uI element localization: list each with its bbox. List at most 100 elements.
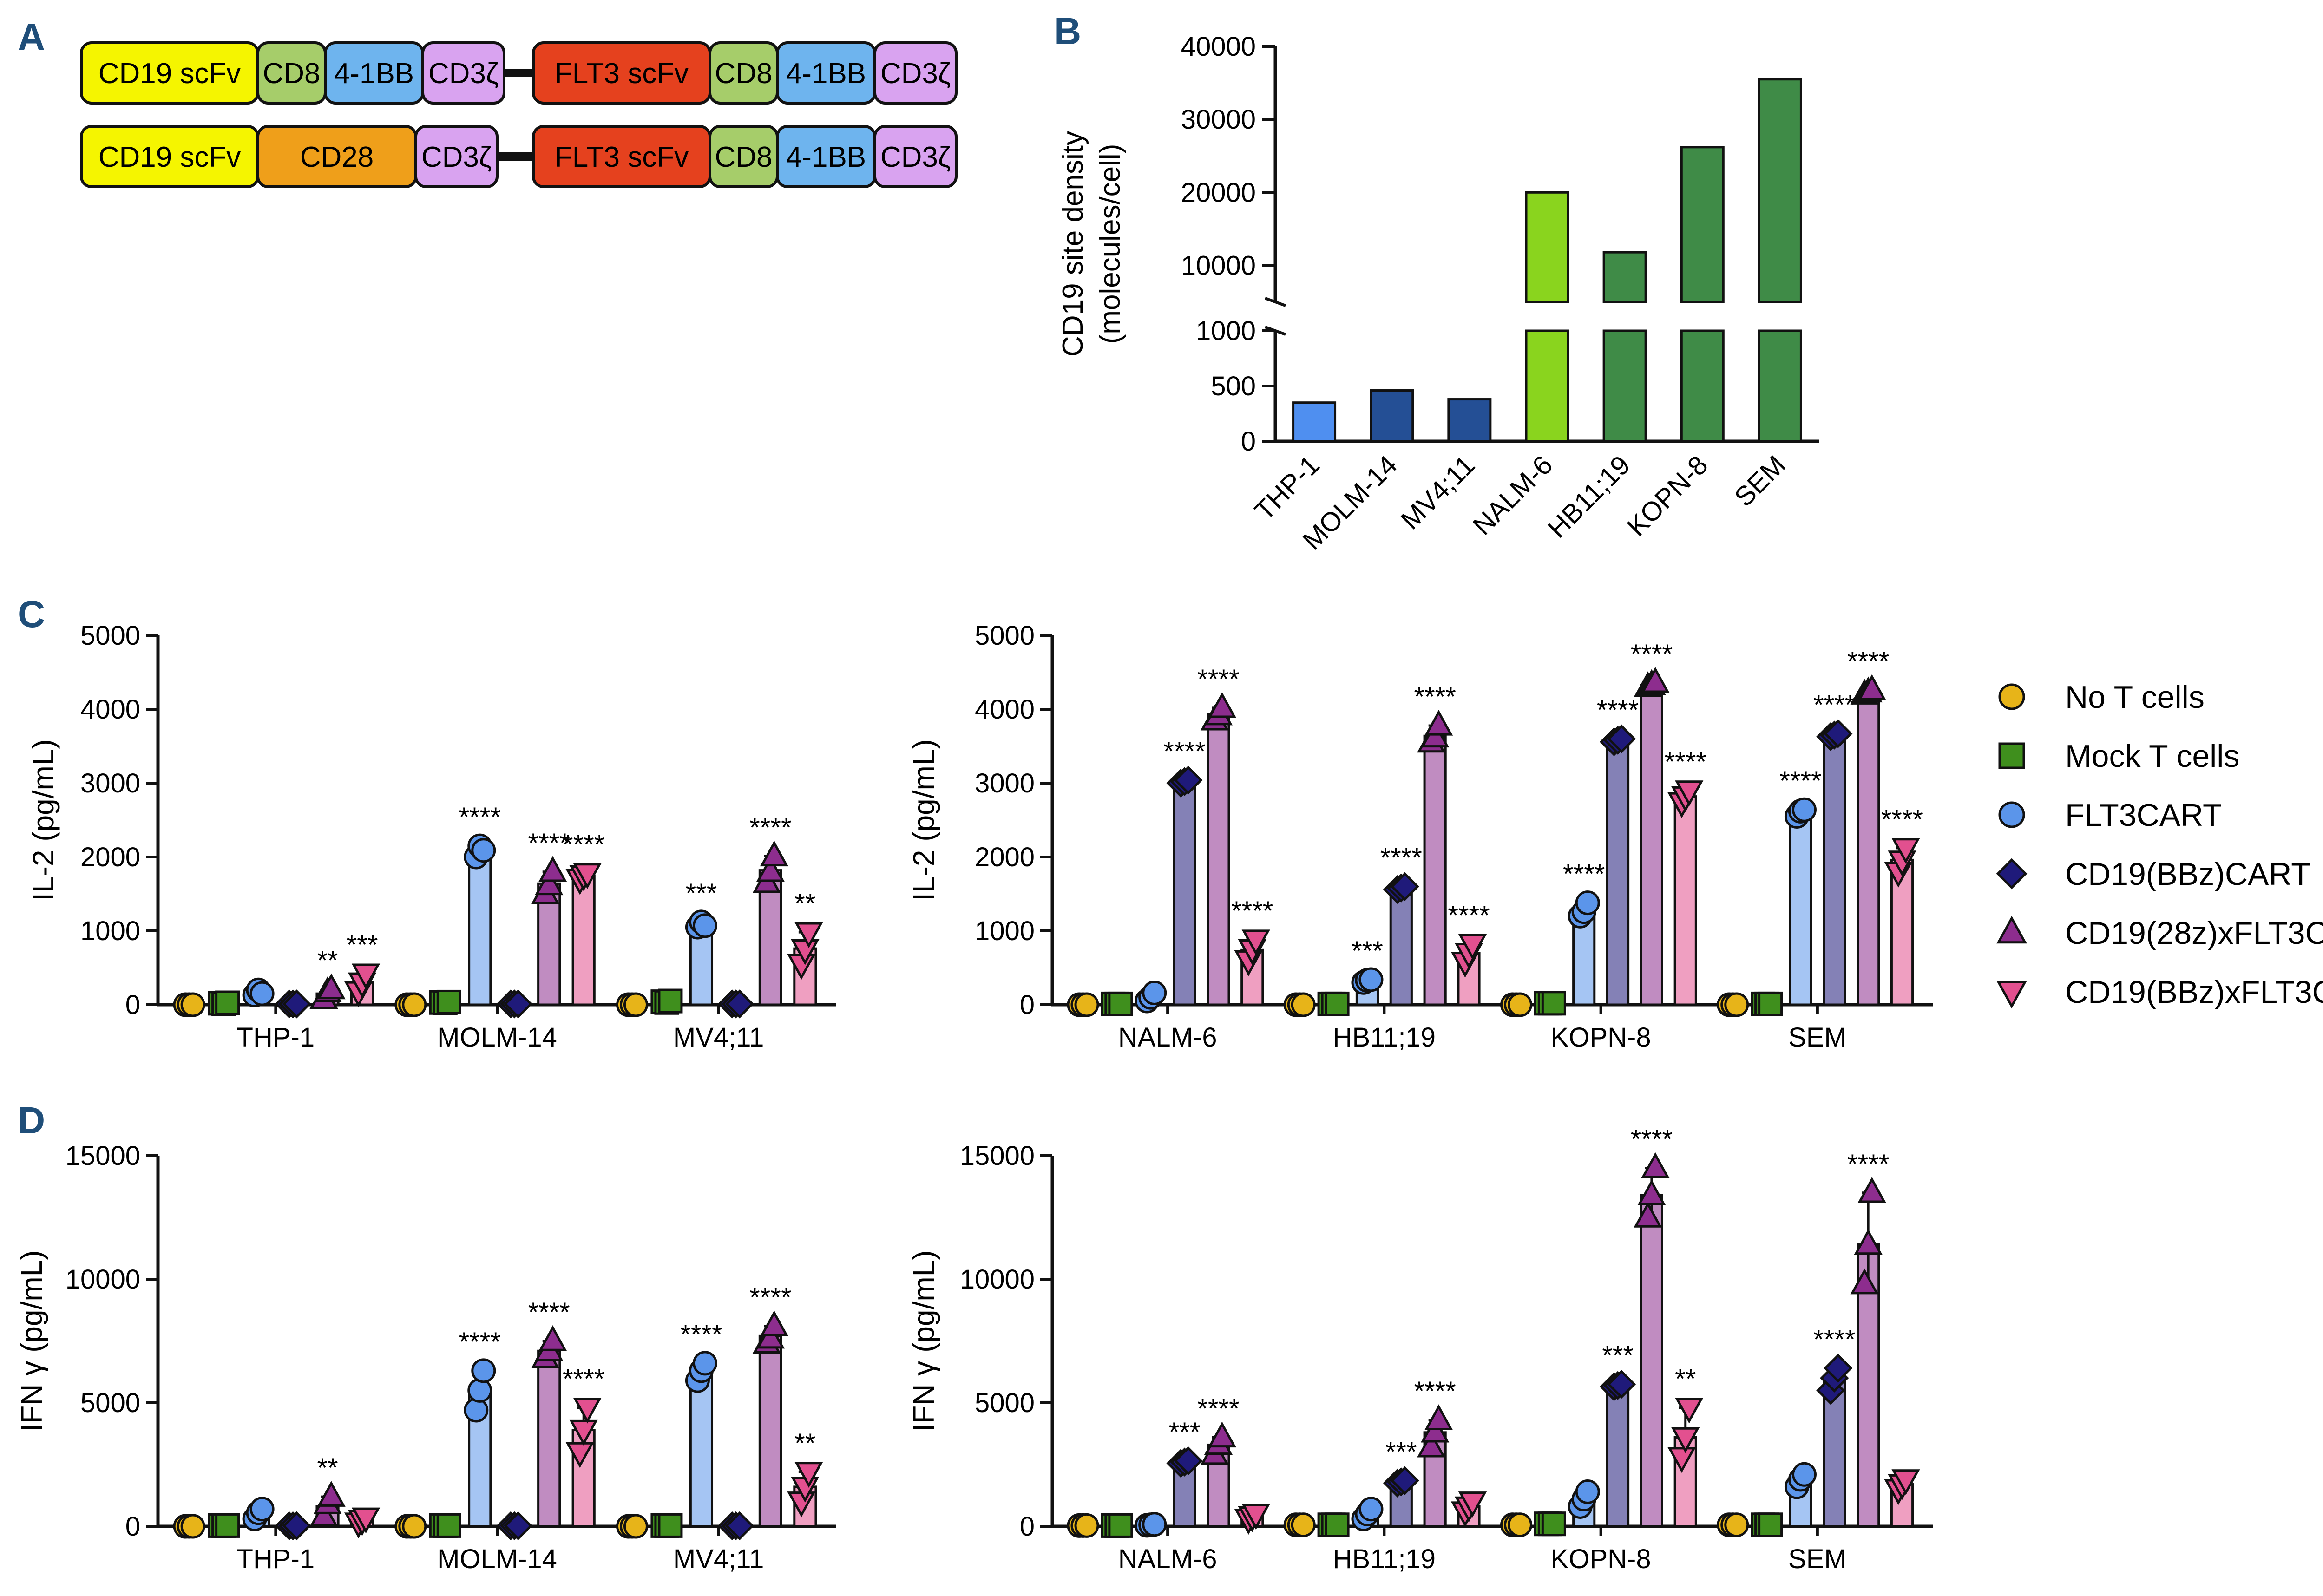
y-tick-label: 10000	[960, 1264, 1035, 1295]
data-point	[504, 1511, 533, 1541]
significance-label: ****	[1197, 664, 1239, 694]
data-point	[623, 992, 648, 1017]
data-point	[756, 856, 785, 882]
bar-lower-segment	[1602, 329, 1647, 443]
x-tick-label: NALM-6	[1467, 450, 1558, 541]
data-point	[658, 988, 683, 1014]
data-point	[1458, 934, 1487, 960]
data-point	[1791, 797, 1817, 822]
y-tick-label: 0	[125, 1511, 140, 1542]
significance-label: ****	[1631, 639, 1673, 669]
data-point	[1541, 991, 1566, 1016]
panel-letter-a: A	[18, 16, 45, 59]
panel-letter-d: D	[18, 1099, 45, 1142]
construct-segment-label: CD3ζ	[880, 58, 951, 90]
legend-marker	[1998, 801, 2025, 828]
data-point	[1421, 1416, 1450, 1443]
significance-label: ****	[1197, 1393, 1239, 1424]
construct-segment-label: CD3ζ	[428, 58, 499, 90]
construct-segment-label: CD8	[715, 58, 772, 90]
data-point	[1074, 992, 1099, 1017]
y-axis-label: IFN γ (pg/mL)	[907, 1250, 940, 1432]
significance-label: ****	[1665, 747, 1706, 777]
significance-label: **	[317, 1453, 338, 1483]
construct-diagram: CD19 scFv CD8 4-1BB CD3ζ FLT3 scFv CD8 4-1BB CD…	[80, 41, 958, 188]
y-tick-label: 4000	[975, 694, 1035, 725]
x-tick-label: HB11;19	[1333, 1022, 1436, 1053]
construct-segment-label: CD3ζ	[880, 141, 951, 173]
construct-segment-label: 4-1BB	[334, 58, 414, 90]
data-point	[1241, 929, 1270, 956]
x-tick-label: SEM	[1729, 450, 1791, 512]
x-tick-label: HB11;19	[1333, 1544, 1436, 1574]
y-tick-label: 0	[125, 990, 140, 1020]
chart-il2-all: 0 1000 2000 3000 4000 5000 IL-2 (pg/mL) NALM-6 *…	[907, 621, 1933, 1053]
bar	[1640, 684, 1663, 1006]
data-point	[215, 990, 240, 1015]
legend-label: CD19(BBz)CART	[2065, 857, 2310, 892]
legend-marker	[1996, 916, 2027, 944]
axis-break-mark	[1264, 297, 1286, 307]
data-point	[658, 1513, 683, 1538]
data-point	[725, 1511, 755, 1541]
significance-label: ****	[1380, 843, 1422, 873]
data-point	[1850, 1268, 1879, 1295]
data-point	[436, 989, 461, 1014]
data-point	[1541, 1511, 1566, 1537]
data-point	[760, 1310, 789, 1336]
y-tick-label: 10000	[1181, 250, 1256, 281]
significance-label: ***	[1352, 936, 1383, 966]
data-point	[351, 963, 381, 990]
data-point	[1575, 1479, 1600, 1504]
significance-label: **	[1675, 1364, 1696, 1394]
y-tick-label: 2000	[975, 842, 1035, 872]
significance-label: ****	[528, 828, 570, 858]
bar	[1640, 1194, 1663, 1528]
bar	[1857, 691, 1880, 1006]
bar-lower-segment	[1525, 329, 1569, 443]
legend-marker	[1998, 742, 2025, 769]
x-tick-label: NALM-6	[1118, 1544, 1217, 1574]
chart-cd19-site-density: 0 500 1000 10000 20000 30000 40000 CD19 site de…	[1057, 32, 1819, 556]
data-point	[1241, 1504, 1270, 1530]
data-point	[1724, 992, 1749, 1017]
data-point	[1891, 1469, 1920, 1495]
panel-letter-c: C	[18, 593, 45, 635]
data-point	[249, 1497, 275, 1522]
x-tick-label: MV4;11	[1395, 450, 1481, 535]
data-point	[317, 973, 346, 1000]
y-tick-label: 40000	[1181, 32, 1256, 62]
significance-label: ****	[1881, 805, 1923, 835]
data-point	[1108, 991, 1133, 1016]
data-point	[1417, 1431, 1446, 1458]
data-point	[1857, 1177, 1886, 1203]
data-point	[1074, 1513, 1099, 1538]
significance-label: **	[794, 1428, 815, 1459]
data-point	[1607, 724, 1636, 753]
construct-segment-label: FLT3 scFv	[555, 58, 689, 90]
data-point	[309, 1500, 338, 1527]
y-tick-label: 0	[1020, 990, 1035, 1020]
data-point	[794, 922, 823, 948]
x-tick-label: KOPN-8	[1621, 450, 1714, 542]
data-point	[282, 989, 311, 1019]
data-point	[1325, 1512, 1350, 1537]
data-point	[1641, 667, 1670, 693]
x-tick-label: MOLM-14	[437, 1022, 557, 1053]
data-point	[215, 1513, 240, 1538]
data-point	[471, 838, 496, 863]
data-point	[760, 840, 789, 867]
bar	[1602, 251, 1647, 303]
data-point	[282, 1511, 311, 1541]
y-tick-label: 1000	[1196, 316, 1256, 346]
bar	[689, 1369, 714, 1528]
y-tick-label: 15000	[66, 1141, 140, 1171]
bar	[1823, 734, 1846, 1006]
data-point	[351, 1507, 381, 1534]
data-point	[692, 1351, 717, 1376]
significance-label: **	[794, 889, 815, 919]
legend: No T cells Mock T cells FLT3CART CD19(BBz)C…	[1996, 680, 2323, 1010]
y-tick-label: 15000	[960, 1141, 1035, 1171]
data-point	[1857, 674, 1886, 700]
